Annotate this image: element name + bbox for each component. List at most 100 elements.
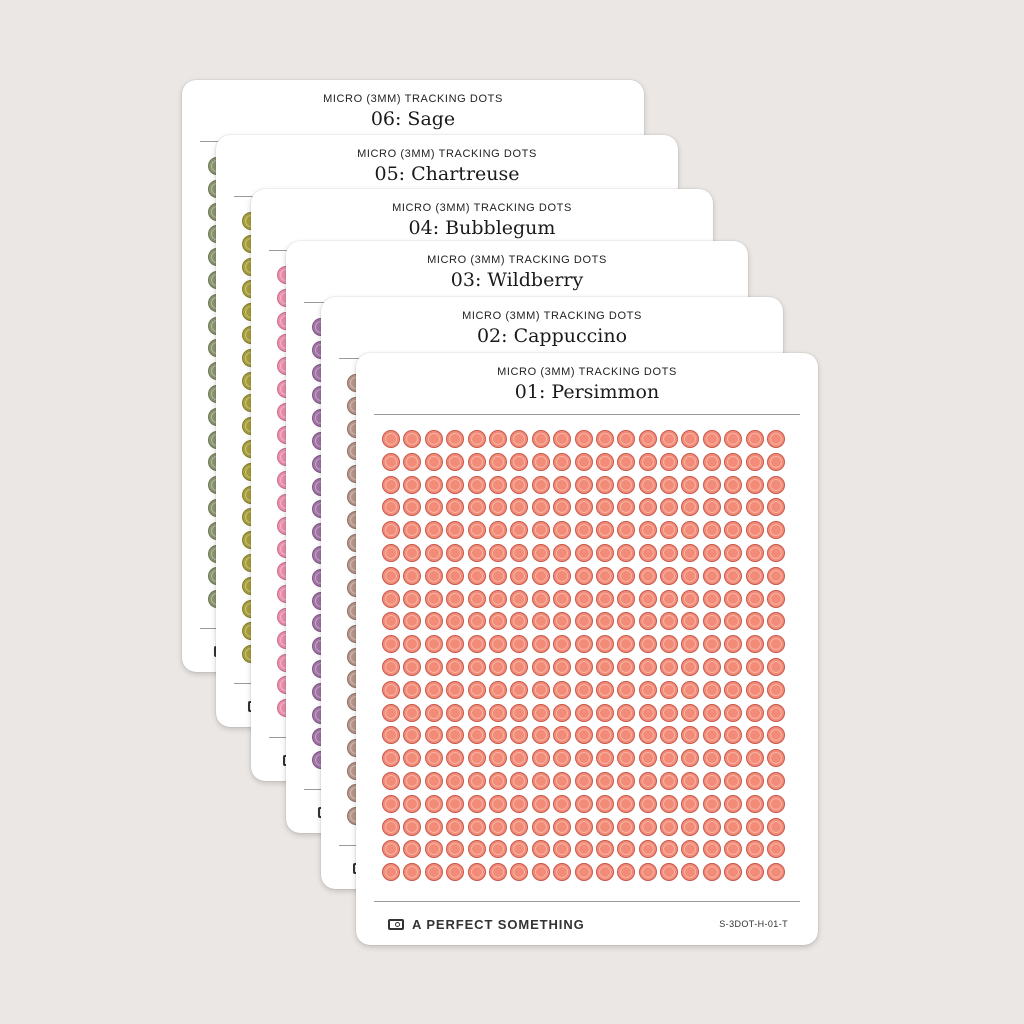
tracking-dot bbox=[595, 498, 614, 517]
tracking-dot bbox=[574, 635, 593, 654]
tracking-dot bbox=[617, 498, 636, 517]
tracking-dot bbox=[510, 680, 529, 699]
tracking-dot bbox=[467, 794, 486, 813]
tracking-dot bbox=[403, 543, 422, 562]
sheet-title: 03: Wildberry bbox=[450, 269, 584, 291]
tracking-dot bbox=[681, 475, 700, 494]
tracking-dot bbox=[660, 657, 679, 676]
tracking-dot bbox=[724, 475, 743, 494]
tracking-dot bbox=[702, 863, 721, 882]
tracking-dot bbox=[510, 635, 529, 654]
tracking-dot bbox=[467, 521, 486, 540]
tracking-dot bbox=[660, 771, 679, 790]
tracking-dot bbox=[510, 589, 529, 608]
tracking-dot bbox=[424, 703, 443, 722]
tracking-dot bbox=[681, 863, 700, 882]
tracking-dot bbox=[638, 612, 657, 631]
tracking-dot bbox=[382, 703, 400, 722]
tracking-dot bbox=[638, 794, 657, 813]
tracking-dot bbox=[595, 612, 614, 631]
tracking-dot bbox=[403, 680, 422, 699]
tracking-dot bbox=[767, 589, 786, 608]
tracking-dot bbox=[724, 452, 743, 471]
tracking-dot bbox=[531, 863, 550, 882]
tracking-dot bbox=[702, 817, 721, 836]
tracking-dot bbox=[617, 771, 636, 790]
tracking-dot bbox=[424, 749, 443, 768]
tracking-dot bbox=[767, 543, 786, 562]
tracking-dot bbox=[660, 817, 679, 836]
tracking-dot bbox=[595, 817, 614, 836]
tracking-dot bbox=[467, 589, 486, 608]
tracking-dot bbox=[574, 771, 593, 790]
tracking-dot bbox=[617, 543, 636, 562]
tracking-dot bbox=[531, 589, 550, 608]
tracking-dot bbox=[467, 749, 486, 768]
tracking-dot bbox=[724, 430, 743, 448]
tracking-dot bbox=[767, 863, 786, 882]
tracking-dot bbox=[510, 863, 529, 882]
sheet-eyebrow: MICRO (3MM) TRACKING DOTS bbox=[392, 202, 572, 214]
tracking-dot bbox=[531, 452, 550, 471]
tracking-dot bbox=[467, 703, 486, 722]
tracking-dot bbox=[767, 817, 786, 836]
sheet-title: 01: Persimmon bbox=[514, 381, 660, 403]
tracking-dot bbox=[403, 589, 422, 608]
tracking-dot bbox=[745, 657, 764, 676]
tracking-dot bbox=[638, 726, 657, 745]
tracking-dot bbox=[510, 726, 529, 745]
tracking-dot bbox=[724, 521, 743, 540]
tracking-dot bbox=[702, 771, 721, 790]
tracking-dot bbox=[467, 840, 486, 859]
tracking-dot bbox=[382, 794, 400, 813]
tracking-dot bbox=[681, 543, 700, 562]
tracking-dot bbox=[595, 452, 614, 471]
tracking-dot bbox=[724, 840, 743, 859]
tracking-dot bbox=[595, 475, 614, 494]
tracking-dot bbox=[446, 543, 465, 562]
tracking-dot bbox=[574, 521, 593, 540]
tracking-dot bbox=[681, 430, 700, 448]
tracking-dot bbox=[467, 680, 486, 699]
tracking-dot bbox=[531, 726, 550, 745]
tracking-dot bbox=[745, 703, 764, 722]
tracking-dot bbox=[660, 726, 679, 745]
tracking-dot bbox=[745, 817, 764, 836]
tracking-dot bbox=[446, 680, 465, 699]
tracking-dot bbox=[617, 521, 636, 540]
tracking-dot bbox=[382, 771, 400, 790]
tracking-dot bbox=[446, 635, 465, 654]
tracking-dot bbox=[745, 680, 764, 699]
tracking-dot bbox=[553, 771, 572, 790]
tracking-dot bbox=[745, 863, 764, 882]
tracking-dot bbox=[488, 771, 507, 790]
tracking-dot bbox=[403, 566, 422, 585]
tracking-dot bbox=[574, 566, 593, 585]
tracking-dot bbox=[595, 657, 614, 676]
tracking-dot bbox=[574, 817, 593, 836]
tracking-dot bbox=[553, 817, 572, 836]
tracking-dot bbox=[595, 703, 614, 722]
sku-code: S-3DOT-H-01-T bbox=[719, 919, 788, 929]
tracking-dot bbox=[382, 498, 400, 517]
tracking-dot bbox=[574, 863, 593, 882]
tracking-dot bbox=[724, 680, 743, 699]
tracking-dot bbox=[488, 794, 507, 813]
tracking-dot bbox=[403, 612, 422, 631]
tracking-dot bbox=[638, 589, 657, 608]
tracking-dot bbox=[745, 749, 764, 768]
tracking-dot bbox=[446, 521, 465, 540]
tracking-dot bbox=[531, 612, 550, 631]
tracking-dot bbox=[681, 840, 700, 859]
tracking-dot bbox=[767, 521, 786, 540]
tracking-dot bbox=[403, 521, 422, 540]
tracking-dot bbox=[510, 657, 529, 676]
tracking-dot bbox=[702, 635, 721, 654]
tracking-dot bbox=[553, 521, 572, 540]
tracking-dot bbox=[488, 543, 507, 562]
tracking-dot bbox=[660, 840, 679, 859]
tracking-dot bbox=[467, 635, 486, 654]
tracking-dot bbox=[424, 498, 443, 517]
tracking-dot bbox=[574, 589, 593, 608]
tracking-dot bbox=[595, 726, 614, 745]
